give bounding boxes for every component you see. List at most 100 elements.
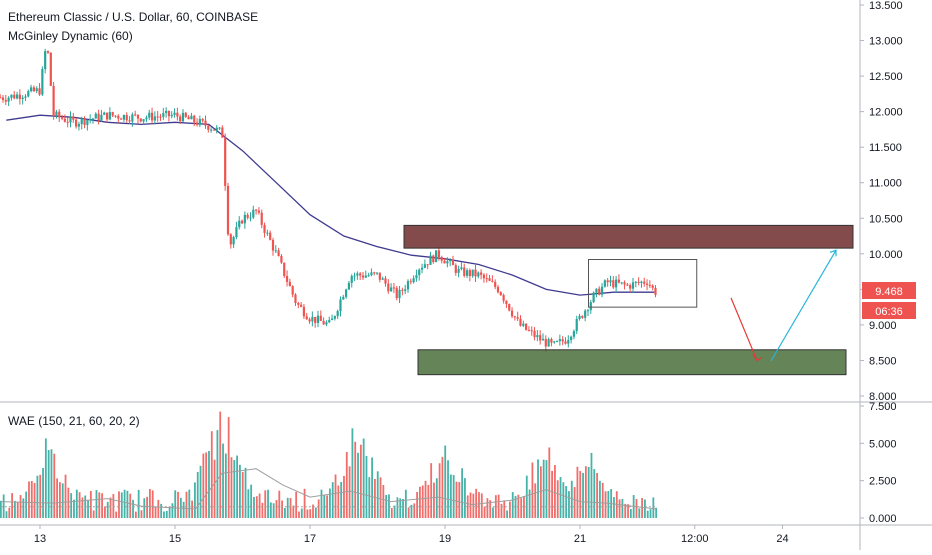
- candle-body: [502, 295, 505, 301]
- candle-body: [66, 121, 69, 123]
- candle-body: [46, 51, 50, 53]
- candle-body: [314, 316, 317, 323]
- candle-body: [561, 339, 564, 342]
- time-tick-label: 19: [439, 533, 451, 545]
- wae-bar: [224, 453, 227, 518]
- wae-bar: [132, 499, 134, 518]
- candle-body: [156, 116, 159, 118]
- wae-bar: [275, 500, 278, 518]
- candle-body: [457, 269, 460, 273]
- wae-bar: [494, 495, 497, 518]
- time-tick-label: 13: [34, 533, 46, 545]
- candle-body: [291, 286, 294, 295]
- wae-axis[interactable]: 7.500 5.000 2.500 0.000: [860, 401, 897, 525]
- wae-bar: [551, 470, 553, 518]
- wae-bar: [359, 444, 362, 518]
- wae-bar: [362, 438, 365, 518]
- wae-bar: [410, 504, 413, 518]
- candle-body: [522, 323, 525, 326]
- candle-body: [294, 294, 297, 303]
- candle-body: [482, 274, 486, 279]
- candle-body: [122, 114, 126, 120]
- wae-bar: [348, 466, 351, 518]
- wae-bar: [621, 498, 624, 518]
- wae-bar: [202, 453, 205, 518]
- wae-bar: [638, 508, 641, 518]
- candle-body: [100, 114, 103, 121]
- candle-body: [564, 341, 567, 344]
- wae-bar: [407, 507, 410, 518]
- candle-body: [505, 300, 508, 304]
- price-axis[interactable]: 13.500 13.000 12.500 12.000 11.500 11.000 10.5…: [860, 0, 903, 403]
- candle-body: [558, 339, 561, 342]
- candle-body: [181, 112, 185, 122]
- candle-body: [35, 88, 38, 92]
- wae-bar: [92, 510, 95, 518]
- wae-bar: [194, 482, 196, 518]
- wae-bar: [618, 499, 621, 518]
- wae-bar: [42, 468, 44, 518]
- price-tick-label: 11.000: [869, 178, 902, 190]
- wae-bar: [596, 473, 598, 518]
- resistance-zone: [403, 224, 854, 249]
- candle-body: [72, 116, 75, 120]
- candle-body: [215, 127, 218, 131]
- wae-bar: [0, 500, 2, 518]
- wae-bar: [120, 492, 123, 518]
- candle-body: [443, 260, 446, 264]
- wae-bar: [447, 460, 449, 518]
- wae-bar: [171, 503, 174, 518]
- candle-body: [311, 316, 314, 322]
- candle-body: [480, 272, 483, 275]
- candle-body: [418, 269, 421, 276]
- candle-body: [125, 114, 128, 121]
- candle-body: [139, 118, 142, 122]
- wae-bar: [300, 508, 303, 518]
- candle-body: [322, 320, 325, 325]
- wae-bar: [382, 484, 385, 518]
- wae-bar: [241, 471, 244, 518]
- price-tick-label: 13.000: [869, 36, 903, 48]
- chart-title: Ethereum Classic / U.S. Dollar, 60, COIN…: [8, 10, 258, 24]
- time-axis[interactable]: 13 15 17 19 21 12:00 24: [34, 525, 789, 545]
- wae-bar: [539, 466, 542, 518]
- wae-bar: [320, 489, 323, 518]
- candle-body: [617, 279, 621, 283]
- wae-bar: [56, 478, 58, 518]
- candle-body: [401, 289, 404, 291]
- wae-bar: [354, 441, 357, 518]
- candle-body: [612, 280, 615, 288]
- candle-body: [305, 316, 308, 320]
- wae-bar: [292, 505, 295, 518]
- wae-bar: [118, 491, 120, 518]
- candle-body: [390, 287, 393, 292]
- wae-bar: [123, 489, 126, 518]
- wae-bar: [368, 477, 371, 518]
- candle-body: [179, 116, 182, 122]
- candle-body: [150, 112, 154, 121]
- candle-body: [18, 94, 21, 100]
- candle-body: [527, 329, 531, 331]
- wae-bar: [548, 447, 551, 518]
- candle-body: [328, 320, 331, 323]
- wae-bar: [469, 492, 472, 518]
- wae-bar: [534, 483, 537, 518]
- wae-bar: [261, 502, 264, 518]
- candle-body: [474, 269, 477, 277]
- candles-group: [0, 48, 657, 353]
- candle-body: [629, 285, 632, 289]
- wae-bar: [106, 501, 109, 518]
- zones-group: [403, 224, 854, 376]
- candle-body: [44, 51, 47, 70]
- candle-body: [553, 341, 556, 343]
- candle-body: [308, 319, 311, 322]
- wae-bar: [438, 463, 441, 518]
- candle-body: [392, 287, 396, 289]
- projection-up-line: [770, 249, 837, 362]
- candle-body: [257, 210, 261, 213]
- candle-body: [510, 310, 514, 317]
- candle-body: [637, 281, 640, 283]
- candle-body: [69, 116, 72, 123]
- candle-body: [494, 281, 497, 287]
